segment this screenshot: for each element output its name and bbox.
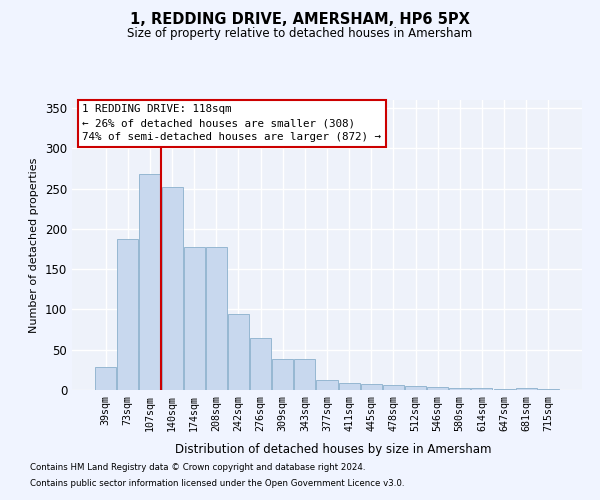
Bar bbox=[405, 386, 426, 390]
Bar bbox=[228, 314, 249, 390]
Text: Size of property relative to detached houses in Amersham: Size of property relative to detached ho… bbox=[127, 28, 473, 40]
Bar bbox=[449, 388, 470, 390]
Bar bbox=[538, 389, 559, 390]
Text: Contains public sector information licensed under the Open Government Licence v3: Contains public sector information licen… bbox=[30, 478, 404, 488]
Bar bbox=[161, 187, 182, 390]
Bar bbox=[139, 174, 160, 390]
Bar bbox=[118, 240, 139, 390]
Bar bbox=[316, 380, 338, 390]
Text: 1 REDDING DRIVE: 118sqm
← 26% of detached houses are smaller (308)
74% of semi-d: 1 REDDING DRIVE: 118sqm ← 26% of detache… bbox=[82, 104, 381, 142]
Bar bbox=[383, 385, 404, 390]
Bar bbox=[206, 246, 227, 390]
Bar bbox=[272, 358, 293, 390]
Text: Contains HM Land Registry data © Crown copyright and database right 2024.: Contains HM Land Registry data © Crown c… bbox=[30, 464, 365, 472]
Bar bbox=[295, 358, 316, 390]
Bar bbox=[184, 246, 205, 390]
Text: Distribution of detached houses by size in Amersham: Distribution of detached houses by size … bbox=[175, 442, 491, 456]
Text: 1, REDDING DRIVE, AMERSHAM, HP6 5PX: 1, REDDING DRIVE, AMERSHAM, HP6 5PX bbox=[130, 12, 470, 28]
Bar bbox=[95, 366, 116, 390]
Bar bbox=[250, 338, 271, 390]
Bar bbox=[494, 389, 515, 390]
Y-axis label: Number of detached properties: Number of detached properties bbox=[29, 158, 40, 332]
Bar bbox=[472, 388, 493, 390]
Bar bbox=[361, 384, 382, 390]
Bar bbox=[427, 387, 448, 390]
Bar bbox=[515, 388, 536, 390]
Bar bbox=[338, 383, 359, 390]
